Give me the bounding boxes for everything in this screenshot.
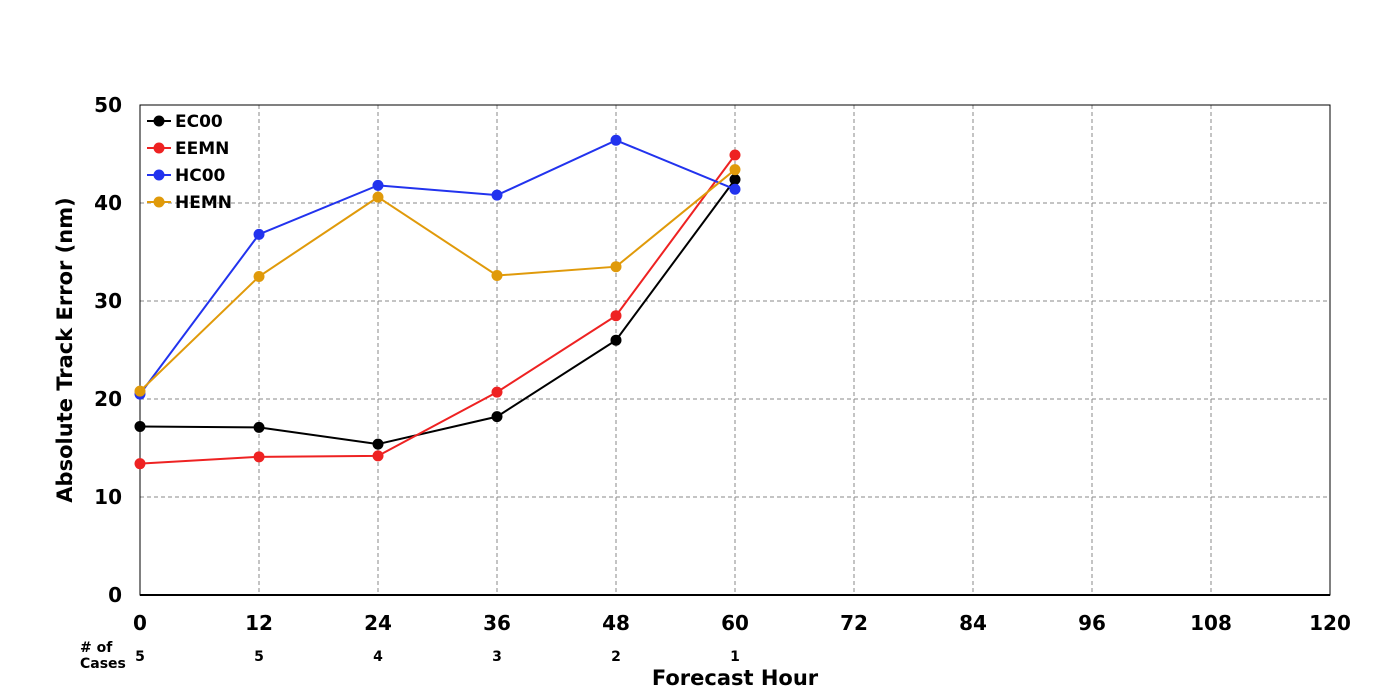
- legend-entry: EC00: [147, 112, 223, 132]
- x-tick-label: 24: [364, 611, 392, 635]
- data-point: [491, 411, 503, 423]
- data-point: [372, 450, 384, 462]
- y-tick-label: 50: [94, 93, 122, 117]
- legend-marker: [153, 196, 165, 208]
- cases-count: 3: [492, 649, 502, 665]
- x-tick-label: 60: [721, 611, 749, 635]
- x-tick-label: 0: [133, 611, 147, 635]
- series-eemn: [134, 149, 741, 470]
- legend-marker: [153, 169, 165, 181]
- data-point: [491, 270, 503, 282]
- legend: EC00 EEMN HC00 HEMN: [147, 112, 232, 213]
- data-point: [729, 149, 741, 161]
- legend-entry: HEMN: [147, 193, 232, 213]
- series-hemn: [134, 164, 741, 397]
- legend-marker: [153, 142, 165, 154]
- legend-label: HEMN: [175, 193, 232, 213]
- data-point: [491, 386, 503, 398]
- x-axis-ticks: 0 12 24 36 48 60 72 84 96 108 120: [133, 611, 1351, 635]
- cases-count: 5: [254, 649, 264, 665]
- cases-row: # of Cases 5 5 4 3 2 1: [80, 640, 740, 672]
- y-tick-label: 30: [94, 289, 122, 313]
- data-point: [253, 451, 265, 463]
- y-tick-label: 40: [94, 191, 122, 215]
- data-point: [610, 261, 622, 273]
- legend-label: HC00: [175, 166, 226, 186]
- legend-label: EEMN: [175, 139, 229, 159]
- series-line: [139, 154, 736, 465]
- data-point: [253, 421, 265, 433]
- x-tick-label: 72: [840, 611, 868, 635]
- data-point: [372, 438, 384, 450]
- legend-entry: HC00: [147, 166, 226, 186]
- data-point: [729, 164, 741, 176]
- x-tick-label: 96: [1078, 611, 1106, 635]
- legend-marker: [153, 115, 165, 127]
- data-point: [610, 334, 622, 346]
- data-point: [372, 191, 384, 203]
- cases-count: 4: [373, 649, 383, 665]
- data-point: [729, 173, 741, 185]
- series-line: [139, 178, 736, 446]
- data-point: [610, 134, 622, 146]
- series-ec00: [134, 173, 741, 450]
- series-line: [139, 168, 736, 392]
- cases-count: 2: [611, 649, 621, 665]
- data-point: [610, 310, 622, 322]
- legend-entry: EEMN: [147, 139, 229, 159]
- x-tick-label: 12: [245, 611, 273, 635]
- x-tick-label: 84: [959, 611, 987, 635]
- cases-label-line2: Cases: [80, 656, 126, 672]
- data-point: [491, 189, 503, 201]
- cases-label-line1: # of: [80, 640, 113, 656]
- x-tick-label: 48: [602, 611, 630, 635]
- data-point: [134, 458, 146, 470]
- series-hc00: [134, 134, 741, 400]
- x-axis-title: Forecast Hour: [652, 666, 819, 690]
- series-layer: [134, 134, 741, 470]
- cases-count: 5: [135, 649, 145, 665]
- y-tick-label: 20: [94, 387, 122, 411]
- grid-lines: [140, 105, 1330, 595]
- y-axis-ticks: 0 10 20 30 40 50: [94, 93, 122, 607]
- y-tick-label: 10: [94, 485, 122, 509]
- x-tick-label: 120: [1309, 611, 1351, 635]
- data-point: [372, 179, 384, 191]
- data-point: [253, 228, 265, 240]
- y-axis-title: Absolute Track Error (nm): [53, 197, 77, 502]
- series-line: [139, 139, 736, 395]
- legend-label: EC00: [175, 112, 223, 132]
- data-point: [134, 420, 146, 432]
- data-point: [134, 385, 146, 397]
- x-tick-label: 108: [1190, 611, 1232, 635]
- x-tick-label: 36: [483, 611, 511, 635]
- cases-count: 1: [730, 649, 740, 665]
- data-point: [729, 183, 741, 195]
- y-tick-label: 0: [108, 583, 122, 607]
- data-point: [253, 271, 265, 282]
